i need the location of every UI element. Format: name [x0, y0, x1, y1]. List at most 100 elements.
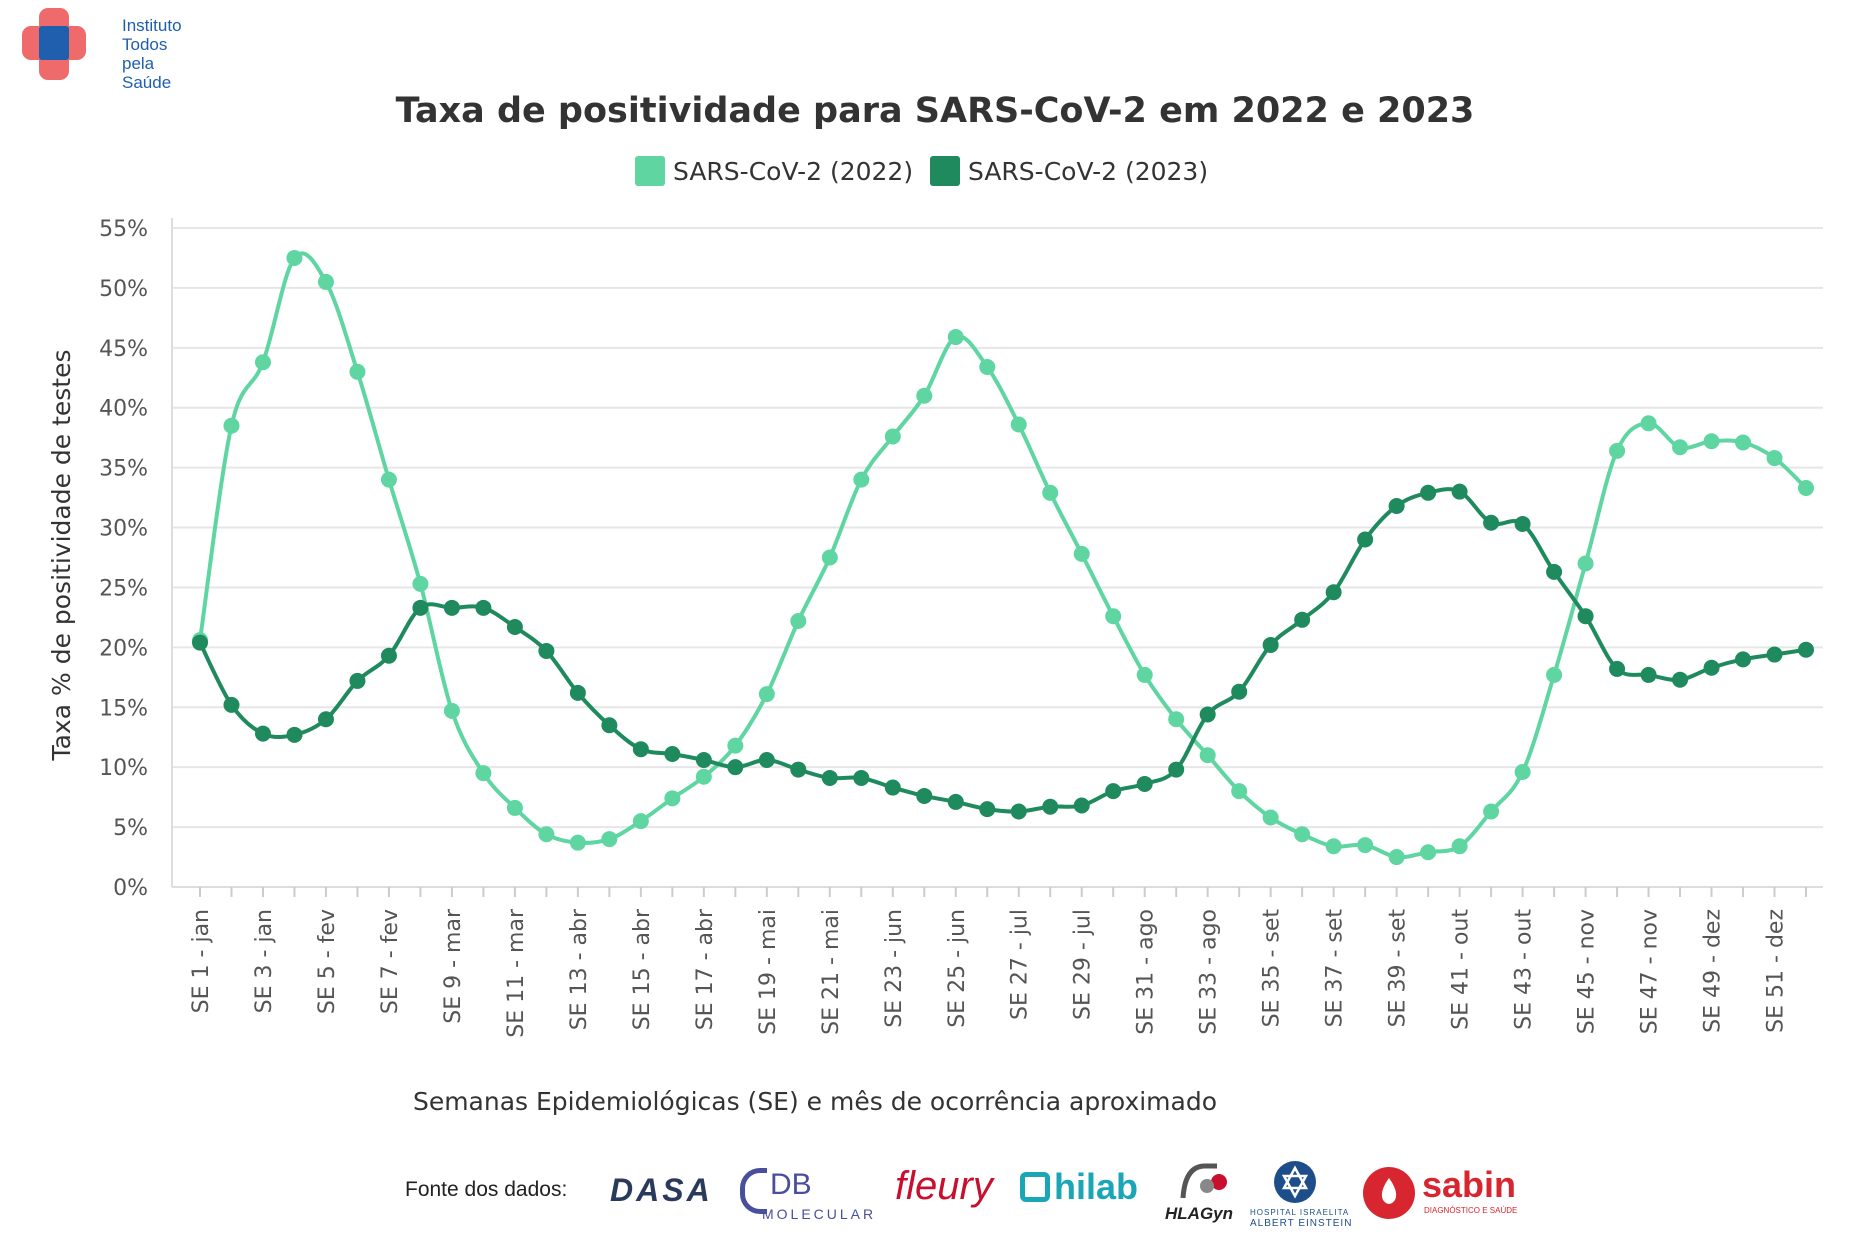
data-point: [758, 686, 775, 703]
y-tick-label: 30%: [99, 517, 148, 542]
hilab-icon: [1020, 1172, 1050, 1202]
data-point: [538, 826, 555, 843]
sabin-drop-icon: [1363, 1167, 1415, 1219]
x-tick-label: SE 39 - set: [1386, 909, 1411, 1028]
data-point: [1609, 442, 1626, 459]
x-tick-label: SE 3 - jan: [252, 909, 277, 1013]
data-point: [1042, 798, 1059, 815]
einstein-logo: HOSPITAL ISRAELITA ALBERT EINSTEIN: [1250, 1160, 1351, 1230]
x-tick-label: SE 51 - dez: [1764, 909, 1789, 1033]
data-point: [947, 329, 964, 346]
logo-text: Instituto Todos pela Saúde: [122, 16, 182, 92]
data-point: [1672, 671, 1689, 688]
data-point: [569, 684, 586, 701]
db-molecular-text: DB: [770, 1168, 812, 1201]
data-point: [1231, 783, 1248, 800]
data-point: [979, 801, 996, 818]
data-point: [1073, 545, 1090, 562]
x-tick-label: SE 37 - set: [1323, 909, 1348, 1028]
legend-label-2023: SARS-CoV-2 (2023): [968, 157, 1208, 186]
data-point: [758, 751, 775, 768]
data-point: [286, 726, 303, 743]
x-tick-label: SE 27 - jul: [1008, 909, 1033, 1020]
data-point: [1703, 433, 1720, 450]
data-point: [1168, 711, 1185, 728]
legend: SARS-CoV-2 (2022) SARS-CoV-2 (2023): [635, 156, 1208, 186]
hlagyn-icon: [1180, 1163, 1227, 1199]
data-point: [1388, 497, 1405, 514]
data-point: [916, 387, 933, 404]
data-point: [1388, 849, 1405, 866]
data-point: [349, 363, 366, 380]
data-point: [1546, 666, 1563, 683]
data-point: [223, 696, 240, 713]
data-point: [223, 417, 240, 434]
data-point: [412, 599, 429, 616]
y-tick-label: 45%: [99, 337, 148, 362]
db-molecular-icon: [740, 1168, 767, 1214]
data-point: [1105, 783, 1122, 800]
legend-label-2022: SARS-CoV-2 (2022): [673, 157, 913, 186]
y-tick-label: 20%: [99, 636, 148, 661]
data-point: [1577, 555, 1594, 572]
data-point: [1042, 484, 1059, 501]
data-point: [1766, 646, 1783, 663]
data-point: [1577, 608, 1594, 625]
data-point: [475, 599, 492, 616]
fleury-logo: fleury: [895, 1160, 993, 1230]
series-2023: [192, 483, 1814, 820]
y-tick-label: 0%: [113, 876, 148, 901]
data-point: [664, 746, 681, 763]
data-point: [506, 799, 523, 816]
data-point: [1010, 416, 1027, 433]
y-tick-label: 10%: [99, 756, 148, 781]
x-tick-label: SE 1 - jan: [189, 909, 214, 1013]
instituto-logo: Instituto Todos pela Saúde: [22, 8, 182, 92]
data-point: [1073, 797, 1090, 814]
data-point: [1546, 563, 1563, 580]
series-line: [198, 487, 1807, 814]
sabin-logo-text: sabin: [1422, 1164, 1517, 1205]
legend-swatch-2022: [635, 156, 665, 186]
y-axis-ticks: 0% 5% 10% 15% 20% 25% 30% 35% 40% 45% 50% 55%: [99, 217, 148, 901]
data-point: [1231, 683, 1248, 700]
data-point: [632, 741, 649, 758]
data-sources-footer: Fonte dos dados: DASA DB MOLECULAR fleur…: [400, 1160, 1852, 1230]
data-point: [412, 575, 429, 592]
y-tick-label: 5%: [113, 816, 148, 841]
x-tick-label: SE 11 - mar: [504, 908, 529, 1038]
data-point: [1357, 531, 1374, 548]
y-tick-label: 55%: [99, 217, 148, 242]
data-point: [1325, 838, 1342, 855]
data-point: [1798, 641, 1814, 658]
data-point: [1357, 837, 1374, 854]
positivity-chart: Taxa de positividade para SARS-CoV-2 em …: [47, 91, 1823, 1116]
data-point: [790, 613, 807, 630]
logo-line: Instituto: [122, 16, 182, 35]
y-axis-label: Taxa % de positividade de testes: [47, 349, 76, 761]
data-point: [1609, 660, 1626, 677]
x-tick-label: SE 5 - fev: [315, 909, 340, 1014]
series-layer: [192, 249, 1814, 866]
data-point: [380, 647, 397, 664]
data-point: [1294, 826, 1311, 843]
data-point: [695, 768, 712, 785]
data-point: [790, 761, 807, 778]
data-point: [286, 249, 303, 266]
logo-line: Saúde: [122, 73, 172, 92]
data-point: [317, 711, 334, 728]
data-point: [1420, 844, 1437, 861]
data-point: [1262, 809, 1279, 826]
data-point: [1294, 611, 1311, 628]
hlagyn-logo-text: HLAGyn: [1165, 1204, 1233, 1223]
data-point: [317, 273, 334, 290]
data-point: [1105, 608, 1122, 625]
x-tick-label: SE 7 - fev: [378, 909, 403, 1014]
y-tick-label: 50%: [99, 277, 148, 302]
data-point: [1672, 439, 1689, 456]
data-point: [1766, 450, 1783, 467]
x-tick-label: SE 17 - abr: [693, 908, 718, 1030]
einstein-sub2: ALBERT EINSTEIN: [1250, 1218, 1353, 1229]
data-point: [821, 769, 838, 786]
data-point: [538, 642, 555, 659]
